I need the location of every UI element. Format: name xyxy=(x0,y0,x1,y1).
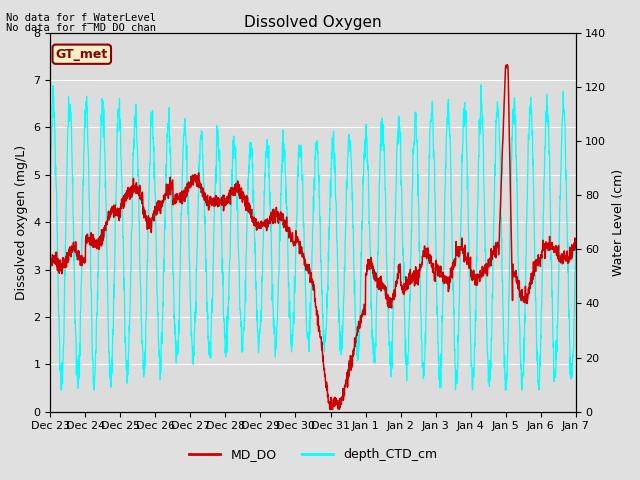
Text: No data for f_WaterLevel: No data for f_WaterLevel xyxy=(6,12,156,23)
Text: No data for f_MD_DO_chan: No data for f_MD_DO_chan xyxy=(6,22,156,33)
Legend: MD_DO, depth_CTD_cm: MD_DO, depth_CTD_cm xyxy=(184,443,442,466)
Y-axis label: Dissolved oxygen (mg/L): Dissolved oxygen (mg/L) xyxy=(15,144,28,300)
Title: Dissolved Oxygen: Dissolved Oxygen xyxy=(244,15,382,30)
Y-axis label: Water Level (cm): Water Level (cm) xyxy=(612,168,625,276)
Text: GT_met: GT_met xyxy=(56,48,108,61)
